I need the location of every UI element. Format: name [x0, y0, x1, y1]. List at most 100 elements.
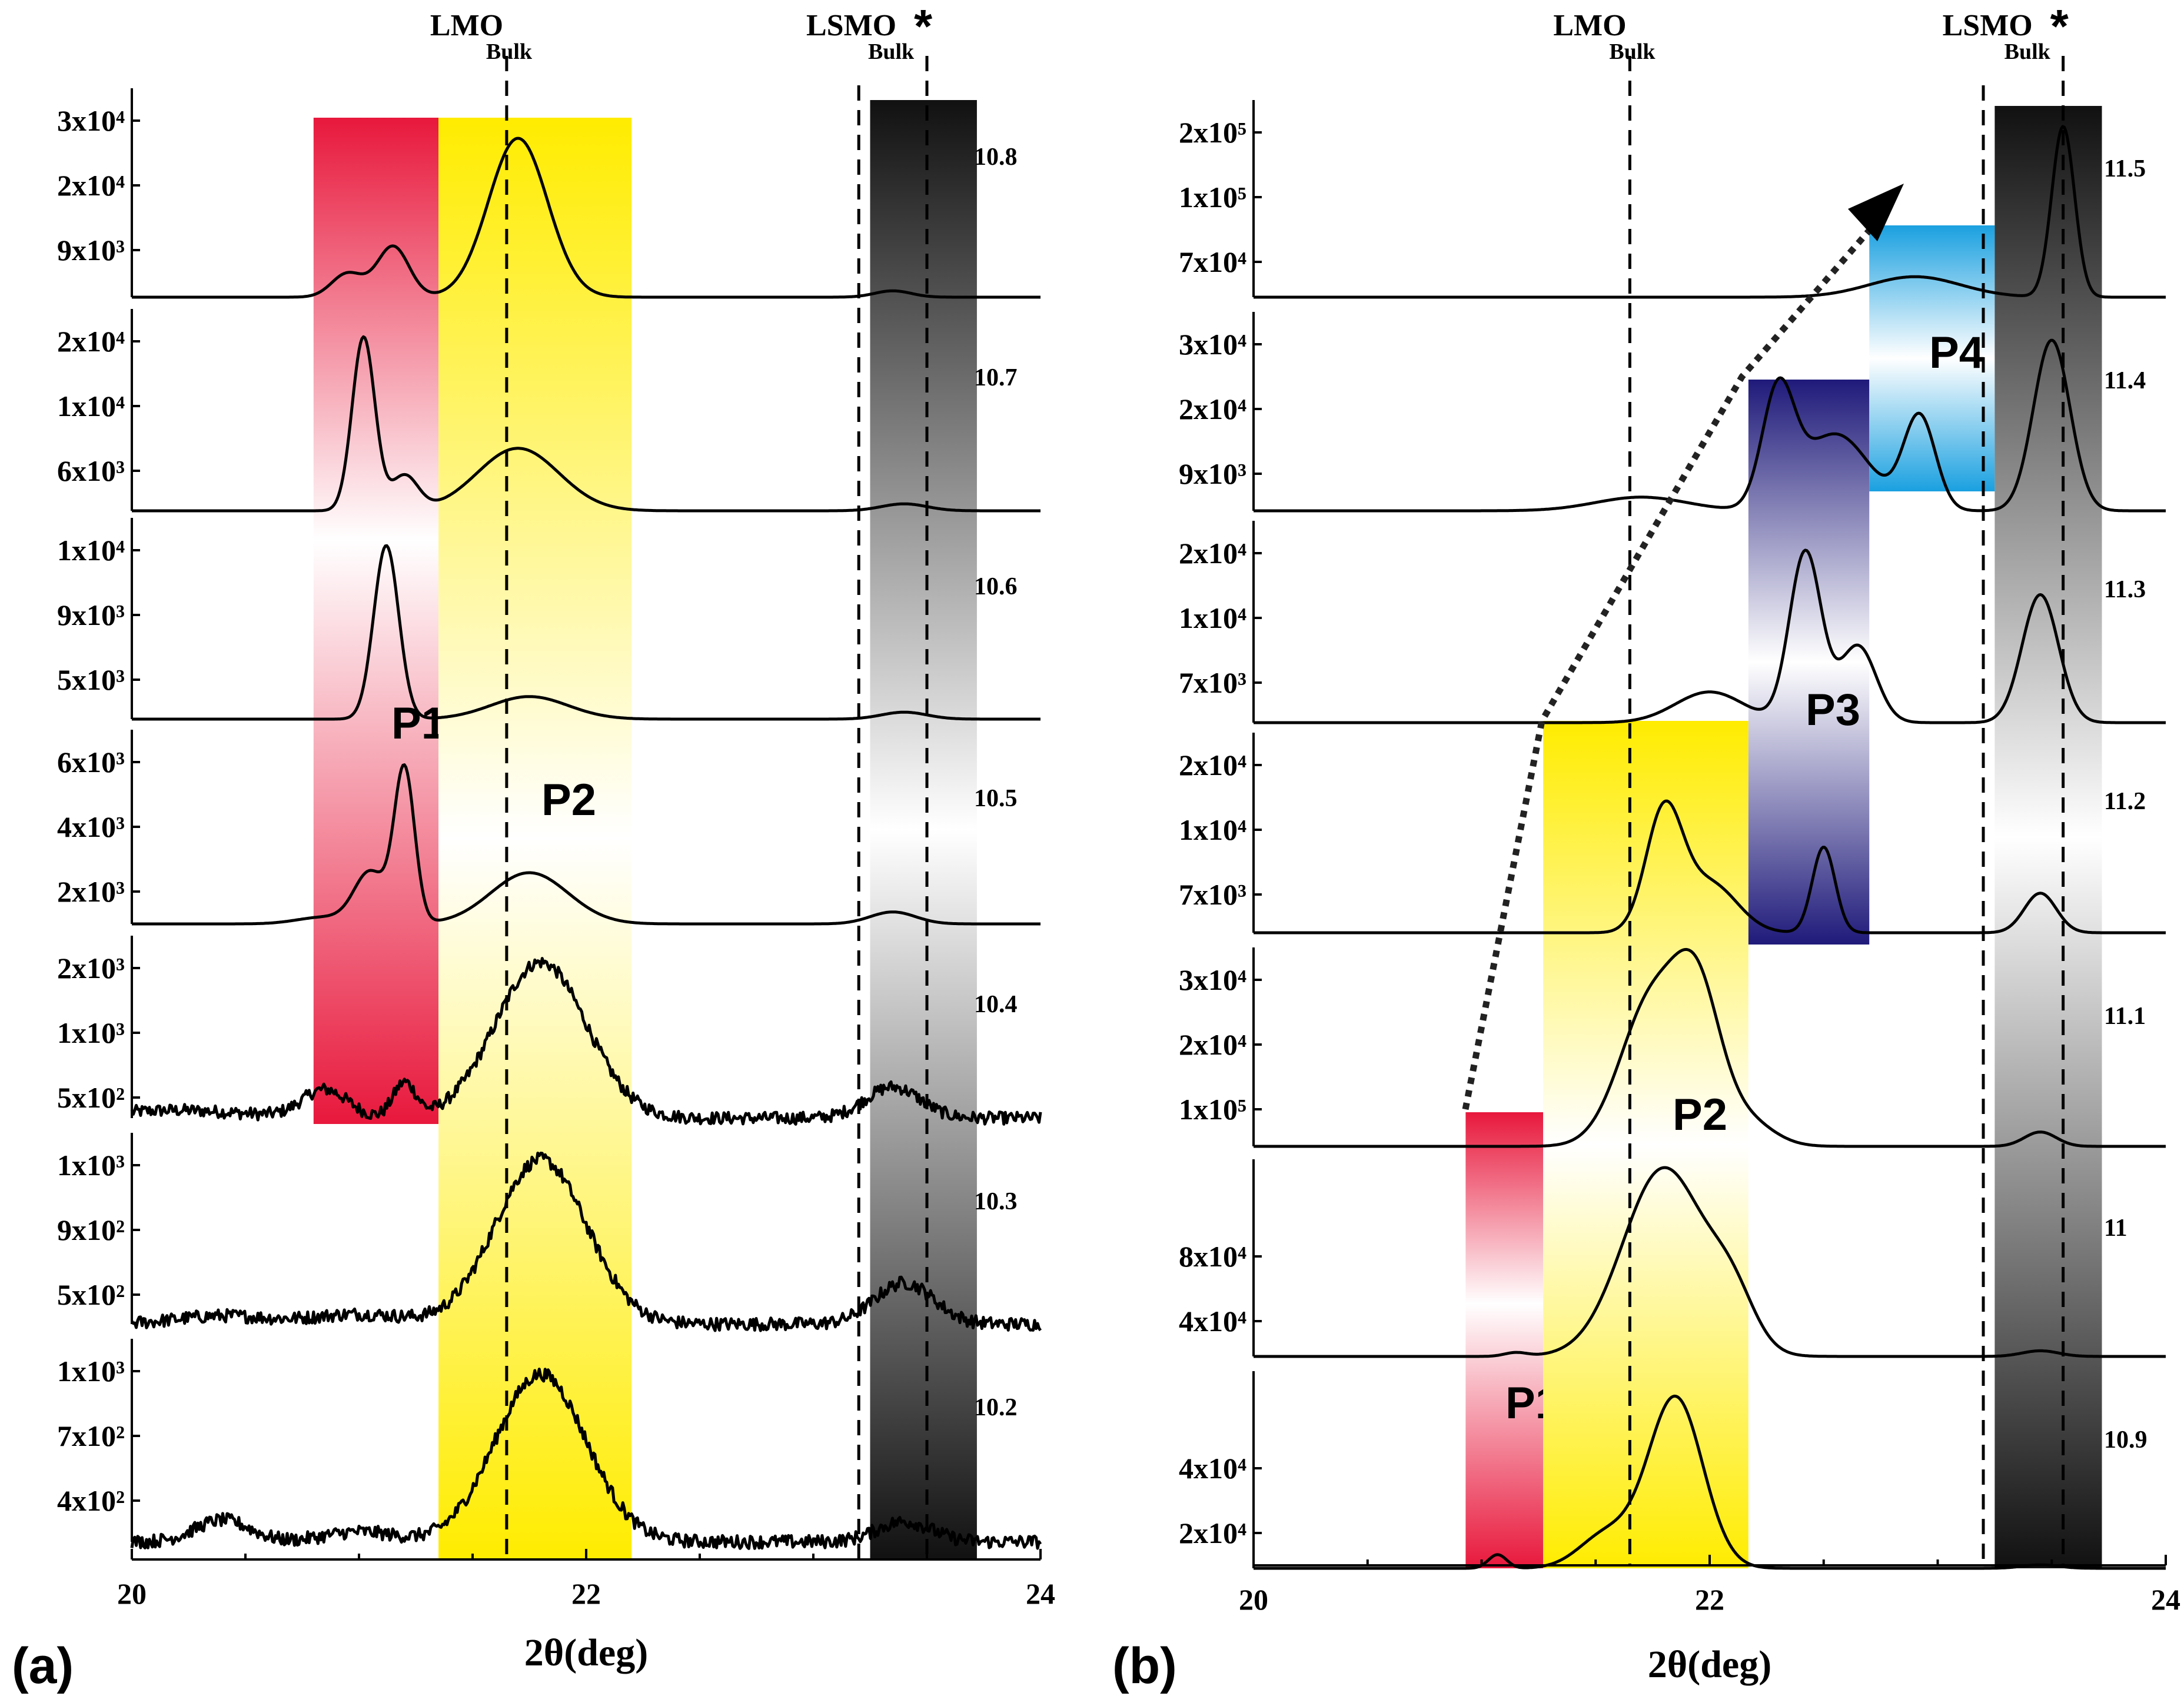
ref-star-lsmo: *: [914, 0, 933, 52]
trace-line-10.5: [132, 763, 1041, 926]
sample-id-10.3: 10.3: [974, 1188, 1018, 1215]
y-tick-label: 2x10⁴: [1179, 537, 1246, 570]
ref-sub-lmo: Bulk: [486, 39, 533, 64]
trace-line-11: [1254, 1166, 2166, 1358]
panel-a-bands: P1 P2: [313, 100, 977, 1559]
y-tick-label: 2x10⁴: [1179, 1517, 1246, 1549]
y-tick-label: 6x10³: [57, 746, 125, 779]
band-lsmo: [870, 100, 977, 1559]
y-tick-label: 9x10²: [57, 1213, 125, 1246]
trace-10.8: 10.8 3x10⁴ 2x10⁴ 9x10³: [57, 88, 1041, 299]
trace-10.7: 10.7 2x10⁴ 1x10⁴ 6x10³: [57, 309, 1041, 513]
band-label-p4: P4: [1929, 328, 1984, 378]
y-tick-label: 7x10²: [57, 1419, 125, 1452]
ref-label-lsmo: LSMO: [806, 9, 896, 42]
y-tick-label: 1x10⁴: [1179, 601, 1246, 634]
sample-id-11.2: 11.2: [2104, 788, 2146, 815]
y-tick-label: 3x10⁴: [1179, 963, 1246, 996]
panel-b-label: (b): [1112, 1638, 1177, 1694]
y-tick-label: 4x10⁴: [1179, 1452, 1246, 1485]
y-tick-label: 2x10⁴: [1179, 393, 1246, 425]
x-axis-title: 2θ(deg): [524, 1631, 648, 1674]
panel-a-traces: 10.83x10⁴2x10⁴9x10³10.72x10⁴1x10⁴6x10³10…: [57, 88, 1042, 1550]
trace-11.3: 11.3 2x10⁴ 1x10⁴ 7x10³: [1179, 521, 2166, 724]
trace-line-11.3: [1254, 548, 2166, 724]
band-p2: [1543, 721, 1748, 1568]
trace-10.3: 10.3 1x10³ 9x10² 5x10²: [57, 1133, 1042, 1332]
y-tick-label: 9x10³: [57, 598, 125, 631]
sample-id-10.9: 10.9: [2104, 1426, 2148, 1454]
band-label-p2: P2: [541, 775, 596, 825]
y-tick-label: 1x10³: [57, 1149, 125, 1182]
sample-id-10.2: 10.2: [974, 1394, 1018, 1421]
y-tick-label: 4x10²: [57, 1484, 125, 1517]
y-tick-label: 1x10³: [57, 1016, 125, 1049]
y-tick-label: 1x10³: [57, 1355, 125, 1388]
trace-line-10.8: [132, 137, 1041, 299]
x-tick-label: 22: [1695, 1583, 1724, 1616]
band-label-p1: P1: [391, 699, 446, 749]
y-tick-label: 4x10⁴: [1179, 1305, 1246, 1338]
y-tick-label: 2x10⁴: [57, 169, 125, 202]
x-tick-label: 20: [1239, 1583, 1268, 1616]
trace-11.5: 11.5 2x10⁵ 1x10⁵ 7x10⁴: [1179, 100, 2166, 299]
y-tick-label: 1x10⁵: [1179, 181, 1246, 214]
trace-line-11.2: [1254, 799, 2166, 935]
panel-a-label: (a): [12, 1638, 74, 1694]
sample-id-11.3: 11.3: [2104, 576, 2146, 603]
x-tick-label: 20: [117, 1577, 147, 1610]
y-tick-label: 2x10⁴: [1179, 749, 1246, 782]
band-p1: [1465, 1112, 1544, 1568]
x-axis-title: 2θ(deg): [1648, 1643, 1771, 1686]
y-tick-label: 2x10³: [57, 875, 125, 908]
panel-b-traces: 11.52x10⁵1x10⁵7x10⁴11.43x10⁴2x10⁴9x10³11…: [1179, 100, 2166, 1570]
sample-id-10.5: 10.5: [974, 785, 1018, 812]
trace-line-10.4: [130, 957, 1042, 1126]
sample-id-11.5: 11.5: [2104, 155, 2146, 182]
sample-id-10.4: 10.4: [974, 991, 1018, 1018]
y-tick-label: 9x10³: [57, 234, 125, 267]
y-tick-label: 2x10⁴: [1179, 1028, 1246, 1061]
trace-line-10.7: [132, 335, 1041, 513]
y-tick-label: 7x10³: [1179, 666, 1246, 699]
y-tick-label: 1x10⁴: [57, 390, 125, 423]
x-tick-label: 24: [2151, 1583, 2180, 1616]
sample-id-11: 11: [2104, 1215, 2128, 1242]
band-p1: [313, 118, 439, 1124]
y-tick-label: 1x10⁴: [57, 534, 125, 567]
y-tick-label: 3x10⁴: [1179, 328, 1246, 361]
ref-label-lmo: LMO: [1553, 9, 1626, 42]
trace-11: 11 8x10⁴ 4x10⁴: [1179, 1159, 2166, 1358]
trace-11.2: 11.2 2x10⁴ 1x10⁴ 7x10³: [1179, 733, 2166, 935]
y-tick-label: 5x10³: [57, 663, 125, 696]
arrow-head: [1848, 184, 1904, 241]
trace-10.6: 10.6 1x10⁴ 9x10³ 5x10³: [57, 518, 1041, 721]
trace-line-11.5: [1254, 125, 2166, 299]
trace-line-10.9: [1254, 1394, 2166, 1570]
trace-11.4: 11.4 3x10⁴ 2x10⁴ 9x10³: [1179, 312, 2166, 513]
y-tick-label: 5x10²: [57, 1278, 125, 1311]
panel-b-arrow: [1462, 184, 1904, 1110]
y-tick-label: 1x10⁵: [1179, 1093, 1246, 1126]
band-label-p2: P2: [1673, 1090, 1727, 1140]
sample-id-11.4: 11.4: [2104, 367, 2146, 394]
arrow-path: [1462, 215, 1883, 1110]
x-tick-label: 24: [1026, 1577, 1055, 1610]
trace-line-10.3: [130, 1152, 1042, 1332]
trace-line-10.2: [130, 1368, 1042, 1550]
band-p2: [438, 118, 632, 1559]
y-tick-label: 5x10²: [57, 1081, 125, 1114]
trace-10.5: 10.5 6x10³ 4x10³ 2x10³: [57, 730, 1041, 926]
ref-sub-lsmo: Bulk: [868, 39, 915, 64]
panel-b-axes: 20 22 24 2θ(deg): [1239, 1555, 2180, 1686]
ref-star-lsmo: *: [2050, 0, 2069, 52]
y-tick-label: 8x10⁴: [1179, 1240, 1246, 1273]
trace-line-11.4: [1254, 338, 2166, 513]
y-tick-label: 1x10⁴: [1179, 813, 1246, 846]
ref-sub-lmo: Bulk: [1609, 39, 1656, 64]
panel-a-axes: 20 22 24 2θ(deg): [117, 1549, 1055, 1674]
